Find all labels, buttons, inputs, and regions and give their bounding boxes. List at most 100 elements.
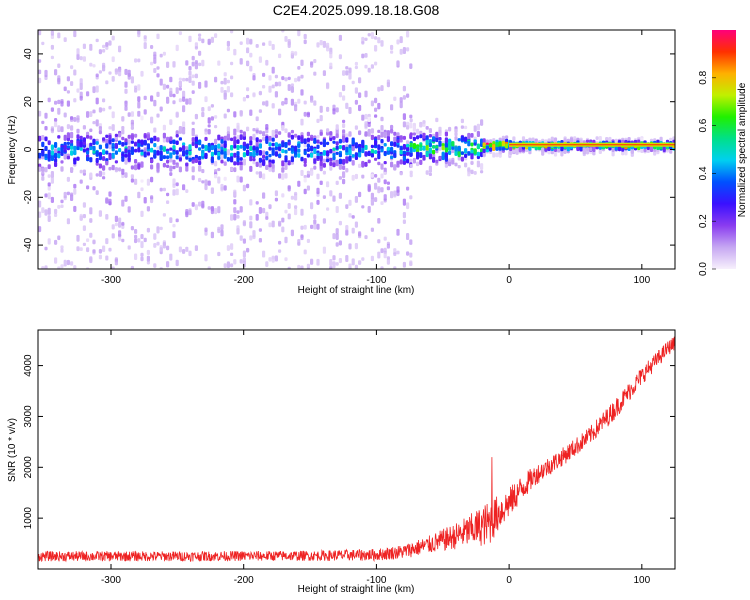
spectrogram-cell <box>326 150 330 156</box>
spectrogram-cell <box>60 160 64 164</box>
spectrogram-cell <box>258 207 262 214</box>
spectrogram-cell <box>278 173 282 179</box>
spectrogram-cell <box>348 67 352 74</box>
spectrogram-cell <box>50 196 54 203</box>
spectrogram-cell <box>223 185 227 191</box>
spectrogram-cell <box>121 168 125 175</box>
spectrogram-cell <box>393 194 397 198</box>
spectrogram-cell <box>66 132 70 139</box>
spectrogram-cell <box>220 229 224 237</box>
spectrogram-cell <box>329 51 333 59</box>
spectrogram-cell <box>92 121 96 125</box>
spectrogram-cell <box>233 167 237 173</box>
spectrogram-cell <box>41 266 45 269</box>
spectrogram-cell <box>268 40 272 47</box>
spectrogram-cell <box>332 153 336 157</box>
spectrogram-cell <box>640 137 644 142</box>
spectrogram-cell <box>124 153 128 158</box>
spectrogram-cell <box>175 134 179 138</box>
spectrogram-cell <box>492 152 496 158</box>
spectrogram-cell <box>153 99 157 107</box>
spectrogram-cell <box>156 66 160 70</box>
spectrogram-cell <box>457 145 461 152</box>
spectrogram-cell <box>306 238 310 244</box>
spectrogram-cell <box>342 119 346 124</box>
spectrogram-cell <box>303 188 307 195</box>
spectrogram-cell <box>194 154 198 159</box>
spectrogram-cell <box>98 249 102 254</box>
spectrogram-cell <box>281 193 285 198</box>
spectrogram-cell <box>262 150 266 155</box>
spectrogram-cell <box>172 183 176 188</box>
spectrogram-cell <box>470 142 474 147</box>
spectrogram-cell <box>406 140 410 145</box>
spectrogram-cell <box>444 147 448 153</box>
spectrogram-cell <box>268 154 272 158</box>
spectrogram-cell <box>585 139 590 143</box>
spectrogram-cell <box>207 145 211 152</box>
spectrogram-cell <box>393 252 397 257</box>
spectrogram-cell <box>201 111 205 118</box>
spectrogram-cell <box>316 135 320 139</box>
spectrogram-cell <box>380 266 384 269</box>
spectrogram-cell <box>60 204 64 209</box>
spectrogram-cell <box>425 126 429 130</box>
spectrogram-cell <box>358 260 362 264</box>
spectrogram-cell <box>73 188 77 195</box>
spectrogram-cell <box>303 177 307 183</box>
spectrogram-cell <box>560 145 564 152</box>
spectrogram-cell <box>98 70 102 74</box>
spectrogram-cell <box>448 142 452 148</box>
spectrogram-cell <box>166 261 170 268</box>
spectrogram-cell <box>255 161 259 167</box>
spectrogram-cell <box>370 134 374 141</box>
spectrogram-cell <box>348 155 352 161</box>
spectrogram-cell <box>306 131 310 137</box>
spectrogram-cell <box>92 249 96 254</box>
spectrogram-cell <box>118 217 122 223</box>
spectrogram-cell <box>290 134 294 140</box>
spectrogram-cell <box>402 156 406 162</box>
x-tick-label: -200 <box>234 575 254 586</box>
spectrogram-cell <box>73 158 77 165</box>
spectrogram-cell <box>198 147 202 151</box>
spectrogram-cell <box>268 162 272 168</box>
spectrogram-cell <box>406 47 410 52</box>
spectrogram-cell <box>111 224 115 230</box>
spectrogram-cell <box>338 176 342 180</box>
spectrogram-cell <box>60 147 64 154</box>
spectrogram-cell <box>156 73 160 78</box>
spectrogram-cell <box>239 58 243 65</box>
spectrogram-cell <box>220 224 224 231</box>
spectrogram-cell <box>399 36 403 44</box>
spectrogram-cell <box>374 174 378 178</box>
spectrogram-cell <box>322 139 326 143</box>
spectrogram-cell <box>54 121 58 128</box>
spectrogram-cell <box>396 39 400 45</box>
spectrogram-cell <box>153 149 157 155</box>
spectrogram-cell <box>73 145 77 152</box>
spectrogram-cell <box>185 146 189 150</box>
spectrogram-cell <box>239 144 243 149</box>
spectrogram-cell <box>162 242 166 249</box>
spectrogram-cell <box>396 250 400 255</box>
spectrogram-cell <box>239 206 243 213</box>
spectrogram-cell <box>114 257 118 262</box>
spectrogram-cell <box>233 213 237 221</box>
spectrogram-cell <box>409 252 413 258</box>
spectrogram-cell <box>338 164 342 170</box>
spectrogram-cell <box>134 253 138 261</box>
spectrogram-cell <box>146 206 150 212</box>
spectrogram-cell <box>54 161 58 168</box>
spectrogram-cell <box>191 141 195 146</box>
spectrogram-cell <box>217 60 221 66</box>
spectrogram-cell <box>166 192 170 197</box>
spectrogram-cell <box>409 63 413 69</box>
spectrogram-cell <box>166 98 170 104</box>
spectrogram-cell <box>153 233 157 240</box>
spectrogram-cell <box>82 225 86 231</box>
spectrogram-cell <box>358 231 362 237</box>
page-title: C2E4.2025.099.18.18.G08 <box>272 2 440 18</box>
spectrogram-cell <box>159 78 163 86</box>
spectrogram-cell <box>204 80 208 88</box>
